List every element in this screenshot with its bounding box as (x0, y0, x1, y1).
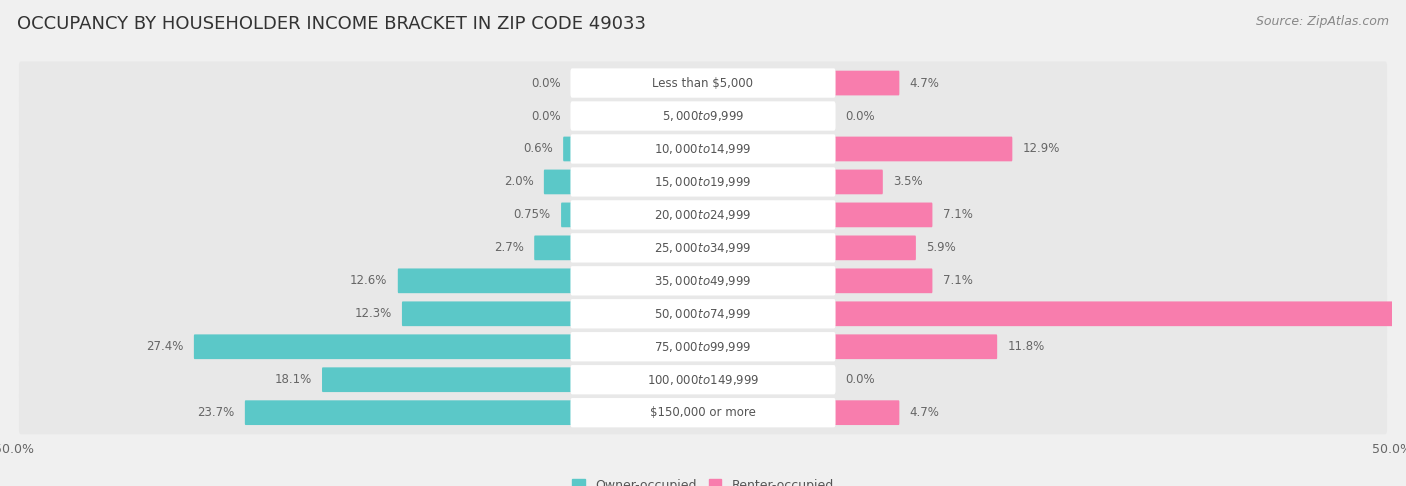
FancyBboxPatch shape (571, 167, 835, 197)
Text: 0.0%: 0.0% (531, 109, 561, 122)
Text: 11.8%: 11.8% (1008, 340, 1045, 353)
Text: 12.6%: 12.6% (350, 274, 388, 287)
FancyBboxPatch shape (18, 94, 1388, 138)
FancyBboxPatch shape (834, 400, 900, 425)
FancyBboxPatch shape (564, 137, 572, 161)
Text: Source: ZipAtlas.com: Source: ZipAtlas.com (1256, 15, 1389, 28)
Text: $50,000 to $74,999: $50,000 to $74,999 (654, 307, 752, 321)
FancyBboxPatch shape (18, 391, 1388, 434)
FancyBboxPatch shape (834, 236, 915, 260)
FancyBboxPatch shape (571, 332, 835, 362)
Text: 0.0%: 0.0% (531, 76, 561, 89)
Text: $15,000 to $19,999: $15,000 to $19,999 (654, 175, 752, 189)
Text: $75,000 to $99,999: $75,000 to $99,999 (654, 340, 752, 354)
FancyBboxPatch shape (18, 325, 1388, 368)
Text: 12.9%: 12.9% (1022, 142, 1060, 156)
Text: 12.3%: 12.3% (354, 307, 392, 320)
Text: $25,000 to $34,999: $25,000 to $34,999 (654, 241, 752, 255)
FancyBboxPatch shape (18, 61, 1388, 104)
FancyBboxPatch shape (398, 268, 572, 293)
FancyBboxPatch shape (834, 334, 997, 359)
Text: Less than $5,000: Less than $5,000 (652, 76, 754, 89)
Text: 0.75%: 0.75% (513, 208, 551, 222)
Text: OCCUPANCY BY HOUSEHOLDER INCOME BRACKET IN ZIP CODE 49033: OCCUPANCY BY HOUSEHOLDER INCOME BRACKET … (17, 15, 645, 33)
Text: 4.7%: 4.7% (910, 76, 939, 89)
Text: $10,000 to $14,999: $10,000 to $14,999 (654, 142, 752, 156)
FancyBboxPatch shape (534, 236, 572, 260)
Text: 0.6%: 0.6% (523, 142, 553, 156)
Text: $100,000 to $149,999: $100,000 to $149,999 (647, 373, 759, 387)
FancyBboxPatch shape (544, 170, 572, 194)
FancyBboxPatch shape (571, 233, 835, 262)
Text: 0.0%: 0.0% (845, 373, 875, 386)
FancyBboxPatch shape (245, 400, 572, 425)
FancyBboxPatch shape (571, 266, 835, 295)
FancyBboxPatch shape (322, 367, 572, 392)
Legend: Owner-occupied, Renter-occupied: Owner-occupied, Renter-occupied (572, 479, 834, 486)
FancyBboxPatch shape (571, 102, 835, 131)
FancyBboxPatch shape (834, 301, 1406, 326)
FancyBboxPatch shape (571, 365, 835, 394)
Text: 4.7%: 4.7% (910, 406, 939, 419)
Text: $35,000 to $49,999: $35,000 to $49,999 (654, 274, 752, 288)
FancyBboxPatch shape (834, 170, 883, 194)
FancyBboxPatch shape (18, 259, 1388, 302)
Text: 23.7%: 23.7% (197, 406, 235, 419)
Text: 18.1%: 18.1% (274, 373, 312, 386)
Text: 7.1%: 7.1% (943, 274, 973, 287)
FancyBboxPatch shape (194, 334, 572, 359)
FancyBboxPatch shape (571, 69, 835, 98)
Text: 7.1%: 7.1% (943, 208, 973, 222)
FancyBboxPatch shape (18, 226, 1388, 269)
FancyBboxPatch shape (834, 268, 932, 293)
Text: 5.9%: 5.9% (927, 242, 956, 254)
Text: 27.4%: 27.4% (146, 340, 184, 353)
FancyBboxPatch shape (18, 292, 1388, 335)
FancyBboxPatch shape (571, 299, 835, 329)
FancyBboxPatch shape (402, 301, 572, 326)
FancyBboxPatch shape (18, 160, 1388, 204)
Text: 2.7%: 2.7% (494, 242, 524, 254)
Text: $20,000 to $24,999: $20,000 to $24,999 (654, 208, 752, 222)
FancyBboxPatch shape (834, 70, 900, 95)
FancyBboxPatch shape (834, 137, 1012, 161)
Text: 0.0%: 0.0% (845, 109, 875, 122)
FancyBboxPatch shape (834, 203, 932, 227)
FancyBboxPatch shape (571, 398, 835, 427)
FancyBboxPatch shape (571, 200, 835, 229)
Text: $5,000 to $9,999: $5,000 to $9,999 (662, 109, 744, 123)
FancyBboxPatch shape (18, 358, 1388, 401)
FancyBboxPatch shape (571, 134, 835, 164)
Text: $150,000 or more: $150,000 or more (650, 406, 756, 419)
FancyBboxPatch shape (18, 127, 1388, 171)
FancyBboxPatch shape (561, 203, 572, 227)
Text: 3.5%: 3.5% (893, 175, 922, 189)
FancyBboxPatch shape (18, 193, 1388, 237)
Text: 2.0%: 2.0% (503, 175, 533, 189)
